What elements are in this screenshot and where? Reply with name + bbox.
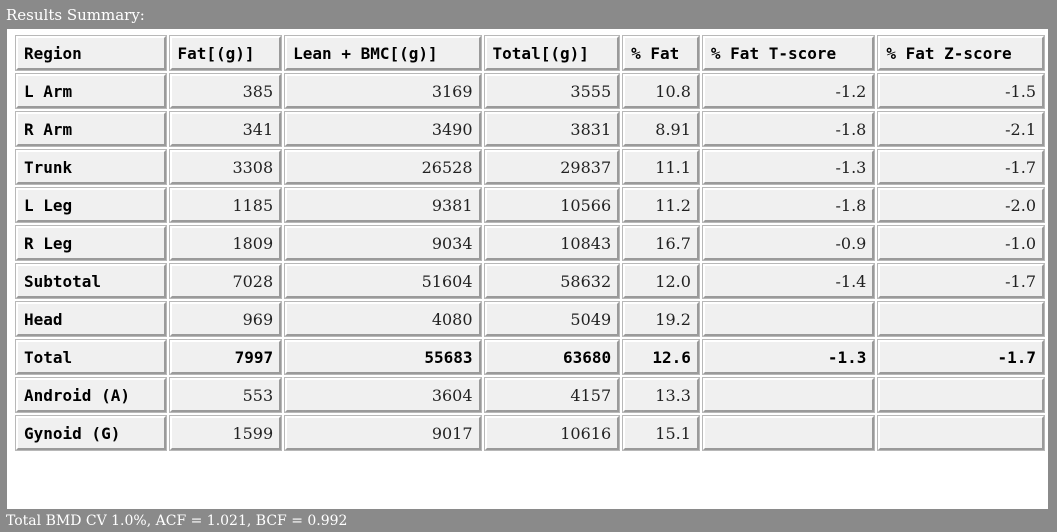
cell-z-score: -2.0 — [877, 187, 1045, 223]
table-row: Gynoid (G) 1599 9017 10616 15.1 — [15, 415, 1045, 451]
cell-total: 10843 — [483, 225, 621, 261]
cell-z-score: -1.0 — [877, 225, 1045, 261]
cell-z-score — [877, 301, 1045, 337]
cell-lean-bmc: 55683 — [284, 339, 482, 375]
cell-total: 5049 — [483, 301, 621, 337]
header-lean-bmc: Lean + BMC[(g)] — [284, 35, 482, 71]
cell-z-score — [877, 377, 1045, 413]
table-row: Trunk 3308 26528 29837 11.1 -1.3 -1.7 — [15, 149, 1045, 185]
cell-z-score: -2.1 — [877, 111, 1045, 147]
cell-pct-fat: 15.1 — [622, 415, 700, 451]
cell-lean-bmc: 3604 — [284, 377, 482, 413]
row-region: Subtotal — [15, 263, 167, 299]
header-total: Total[(g)] — [483, 35, 621, 71]
table-row-total: Total 7997 55683 63680 12.6 -1.3 -1.7 — [15, 339, 1045, 375]
cell-pct-fat: 12.0 — [622, 263, 700, 299]
table-header-row: Region Fat[(g)] Lean + BMC[(g)] Total[(g… — [15, 35, 1045, 71]
cell-pct-fat: 13.3 — [622, 377, 700, 413]
table-row: Subtotal 7028 51604 58632 12.0 -1.4 -1.7 — [15, 263, 1045, 299]
cell-fat: 7028 — [168, 263, 283, 299]
cell-lean-bmc: 51604 — [284, 263, 482, 299]
cell-t-score — [701, 377, 876, 413]
cell-t-score: -1.3 — [701, 149, 876, 185]
header-t-score: % Fat T-score — [701, 35, 876, 71]
cell-fat: 385 — [168, 73, 283, 109]
cell-pct-fat: 10.8 — [622, 73, 700, 109]
cell-z-score — [877, 415, 1045, 451]
cell-fat: 341 — [168, 111, 283, 147]
cell-lean-bmc: 9381 — [284, 187, 482, 223]
cell-lean-bmc: 4080 — [284, 301, 482, 337]
calibration-footer: Total BMD CV 1.0%, ACF = 1.021, BCF = 0.… — [6, 513, 348, 529]
cell-fat: 1185 — [168, 187, 283, 223]
cell-total: 10616 — [483, 415, 621, 451]
row-region: L Arm — [15, 73, 167, 109]
cell-fat: 7997 — [168, 339, 283, 375]
cell-z-score: -1.7 — [877, 149, 1045, 185]
header-region: Region — [15, 35, 167, 71]
table-row: Head 969 4080 5049 19.2 — [15, 301, 1045, 337]
cell-lean-bmc: 3490 — [284, 111, 482, 147]
cell-t-score — [701, 415, 876, 451]
cell-total: 63680 — [483, 339, 621, 375]
cell-t-score: -0.9 — [701, 225, 876, 261]
cell-total: 29837 — [483, 149, 621, 185]
cell-pct-fat: 16.7 — [622, 225, 700, 261]
cell-pct-fat: 19.2 — [622, 301, 700, 337]
cell-total: 3831 — [483, 111, 621, 147]
table-row: L Leg 1185 9381 10566 11.2 -1.8 -2.0 — [15, 187, 1045, 223]
header-fat: Fat[(g)] — [168, 35, 283, 71]
cell-z-score: -1.7 — [877, 263, 1045, 299]
cell-pct-fat: 11.2 — [622, 187, 700, 223]
cell-fat: 1809 — [168, 225, 283, 261]
row-region: Trunk — [15, 149, 167, 185]
cell-total: 4157 — [483, 377, 621, 413]
cell-total: 3555 — [483, 73, 621, 109]
row-region: R Leg — [15, 225, 167, 261]
cell-t-score: -1.3 — [701, 339, 876, 375]
cell-t-score: -1.8 — [701, 111, 876, 147]
results-table: Region Fat[(g)] Lean + BMC[(g)] Total[(g… — [12, 32, 1048, 454]
table-row: R Leg 1809 9034 10843 16.7 -0.9 -1.0 — [15, 225, 1045, 261]
cell-z-score: -1.7 — [877, 339, 1045, 375]
cell-lean-bmc: 9034 — [284, 225, 482, 261]
cell-z-score: -1.5 — [877, 73, 1045, 109]
row-region: Android (A) — [15, 377, 167, 413]
cell-lean-bmc: 3169 — [284, 73, 482, 109]
cell-total: 10566 — [483, 187, 621, 223]
cell-lean-bmc: 9017 — [284, 415, 482, 451]
table-row: R Arm 341 3490 3831 8.91 -1.8 -2.1 — [15, 111, 1045, 147]
cell-t-score: -1.2 — [701, 73, 876, 109]
cell-fat: 3308 — [168, 149, 283, 185]
results-table-panel: Region Fat[(g)] Lean + BMC[(g)] Total[(g… — [7, 29, 1048, 509]
cell-pct-fat: 12.6 — [622, 339, 700, 375]
cell-pct-fat: 11.1 — [622, 149, 700, 185]
row-region: R Arm — [15, 111, 167, 147]
cell-fat: 1599 — [168, 415, 283, 451]
header-z-score: % Fat Z-score — [877, 35, 1045, 71]
results-summary-title: Results Summary: — [6, 6, 145, 24]
row-region: Head — [15, 301, 167, 337]
table-row: Android (A) 553 3604 4157 13.3 — [15, 377, 1045, 413]
cell-t-score: -1.4 — [701, 263, 876, 299]
cell-pct-fat: 8.91 — [622, 111, 700, 147]
cell-t-score: -1.8 — [701, 187, 876, 223]
row-region: Total — [15, 339, 167, 375]
row-region: L Leg — [15, 187, 167, 223]
table-row: L Arm 385 3169 3555 10.8 -1.2 -1.5 — [15, 73, 1045, 109]
cell-lean-bmc: 26528 — [284, 149, 482, 185]
cell-fat: 553 — [168, 377, 283, 413]
cell-t-score — [701, 301, 876, 337]
row-region: Gynoid (G) — [15, 415, 167, 451]
cell-total: 58632 — [483, 263, 621, 299]
header-pct-fat: % Fat — [622, 35, 700, 71]
cell-fat: 969 — [168, 301, 283, 337]
